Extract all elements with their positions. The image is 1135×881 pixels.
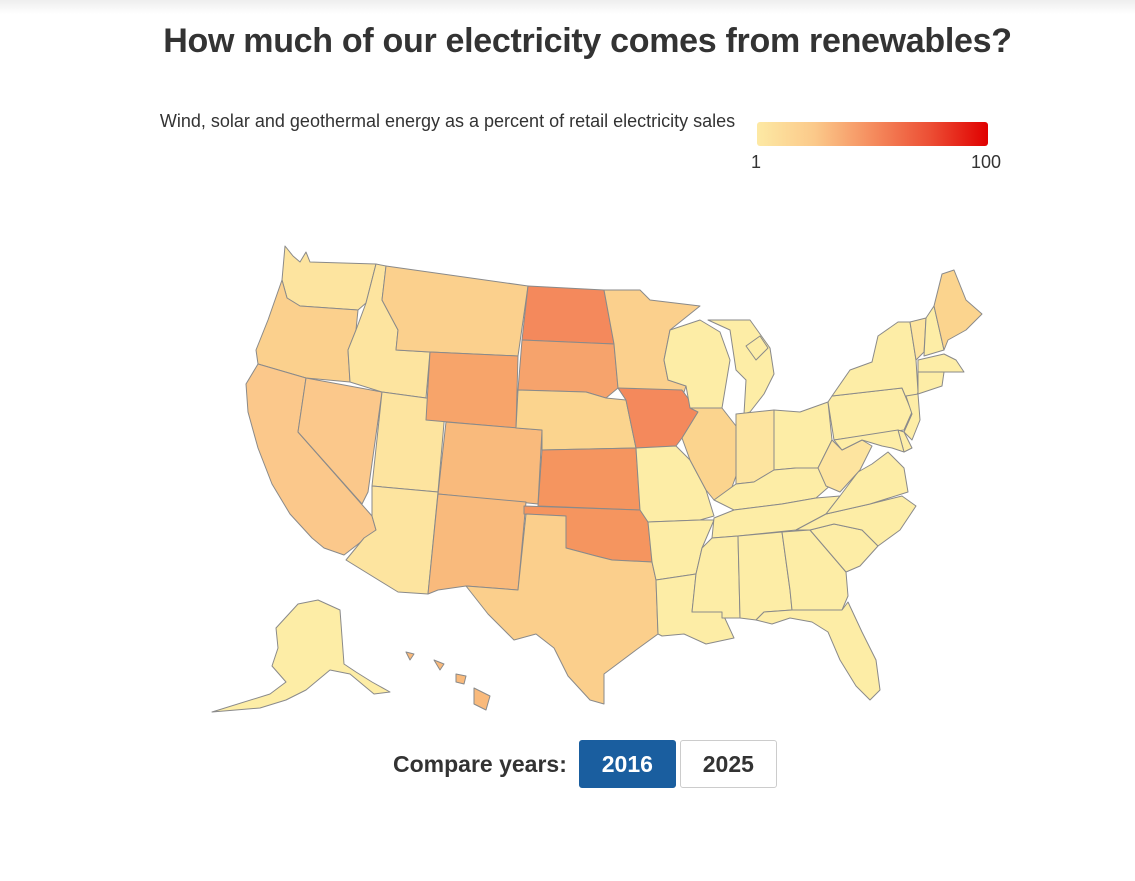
state-connecticut[interactable] [917,371,945,395]
state-south-dakota[interactable] [517,339,619,399]
state-iowa[interactable] [617,387,699,449]
page-title: How much of our electricity comes from r… [163,22,1012,60]
top-shade [0,0,1135,14]
state-colorado[interactable] [437,421,543,505]
state-texas[interactable] [465,513,659,705]
legend-gradient-bar [757,122,988,146]
state-nevada[interactable] [297,377,383,505]
state-hawaii-island-3[interactable] [433,659,445,671]
compare-years-label: Compare years: [393,750,567,777]
state-montana[interactable] [381,265,529,357]
map-subtitle: Wind, solar and geothermal energy as a p… [159,111,736,131]
state-kansas[interactable] [537,447,641,511]
state-new-mexico[interactable] [427,493,527,595]
state-massachusetts[interactable] [917,353,965,373]
year-button-2025[interactable]: 2025 [679,740,777,788]
state-missouri[interactable] [635,445,715,523]
state-hawaii[interactable] [473,687,491,711]
state-michigan[interactable] [707,319,775,415]
state-north-dakota[interactable] [521,285,615,345]
color-legend: 1 100 [751,122,1005,172]
state-maryland[interactable] [833,429,905,453]
state-hawaii-island-4[interactable] [405,651,415,661]
compare-years-control: Compare years: 2016 2025 [393,740,781,788]
state-maine[interactable] [933,269,983,351]
state-new-jersey[interactable] [903,393,921,441]
state-alaska[interactable] [211,599,391,713]
state-virginia[interactable] [825,451,909,515]
year-button-2016[interactable]: 2016 [578,740,676,788]
legend-max-label: 100 [971,152,1002,172]
legend-min-label: 1 [751,152,762,172]
state-florida[interactable] [755,601,881,701]
state-west-virginia[interactable] [817,439,873,493]
state-washington[interactable] [281,245,377,311]
state-hawaii-island-2[interactable] [455,673,467,685]
state-wyoming[interactable] [425,351,519,429]
